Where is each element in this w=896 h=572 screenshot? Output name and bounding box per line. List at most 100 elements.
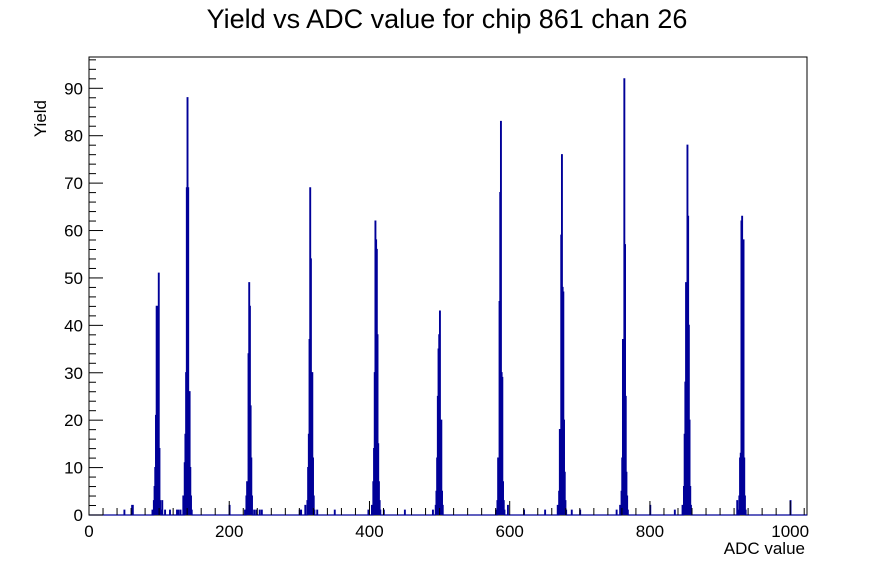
histogram-bin — [157, 306, 158, 515]
histogram-bin — [560, 235, 562, 515]
histogram-bin — [571, 510, 573, 515]
histogram-bin — [435, 505, 437, 515]
histogram-bin — [186, 187, 188, 516]
histogram-bin — [311, 372, 312, 515]
histogram-bin — [562, 292, 564, 515]
histogram-bin — [250, 405, 251, 515]
plot-area: 0 200 400 600 800 1000 0 10 20 30 40 50 60 70 80 90 — [64, 56, 809, 541]
histogram-bin — [562, 287, 563, 515]
histogram-bin — [499, 301, 500, 515]
histogram-bin — [404, 510, 406, 515]
histogram-bin — [740, 453, 742, 515]
histogram-bin — [439, 311, 441, 515]
histogram-bin — [124, 510, 125, 515]
histogram-bin — [497, 458, 499, 515]
histogram-bin — [159, 448, 160, 515]
histogram-bin — [438, 349, 439, 515]
histogram-bin — [623, 78, 625, 515]
histogram-bin — [375, 240, 377, 515]
histogram-bin — [743, 240, 744, 515]
histogram-bin — [503, 500, 505, 515]
histogram-bin — [500, 121, 502, 515]
x-tick-label: 0 — [84, 522, 93, 541]
histogram-bin — [248, 353, 249, 515]
histogram-bin — [188, 434, 190, 515]
x-tick-label: 1000 — [771, 522, 809, 541]
histogram-bin — [160, 510, 162, 515]
histogram-bin — [376, 249, 378, 516]
histogram-bin — [686, 301, 688, 515]
y-tick-label: 50 — [64, 269, 83, 288]
histogram-bin — [246, 496, 247, 515]
histogram-bin — [689, 486, 691, 515]
x-tick-label: 200 — [215, 522, 243, 541]
histogram-bin — [565, 500, 566, 515]
histogram-bin — [674, 510, 676, 515]
x-tick-label: 600 — [496, 522, 524, 541]
histogram-bin — [624, 244, 626, 515]
histogram-bin — [436, 491, 437, 515]
histogram-bin — [308, 434, 310, 515]
histogram-bin — [498, 467, 500, 515]
bars-layer — [124, 78, 791, 516]
histogram-bin — [741, 221, 742, 516]
histogram-bin — [154, 467, 156, 515]
histogram-bin — [559, 429, 561, 515]
histogram-bin — [741, 216, 743, 516]
histogram-bin — [180, 510, 181, 515]
histogram-bin — [250, 458, 252, 515]
histogram-bin — [375, 221, 376, 516]
histogram-bin — [159, 500, 161, 515]
histogram-bin — [745, 510, 746, 515]
histogram-bin — [561, 154, 563, 516]
histogram-bin — [616, 510, 617, 515]
histogram-bin — [379, 500, 380, 515]
histogram-bin — [687, 145, 688, 515]
histogram-bin — [309, 339, 310, 515]
histogram-bin — [169, 510, 171, 515]
histogram-bin — [621, 491, 622, 515]
histogram-bin — [507, 505, 509, 515]
histogram-bin — [742, 325, 744, 515]
histogram-bin — [247, 481, 249, 515]
histogram-bin — [738, 496, 740, 515]
histogram-bin — [441, 491, 443, 515]
x-tick-label: 400 — [355, 522, 383, 541]
histogram-bin — [249, 306, 251, 515]
histogram-bin — [368, 510, 369, 515]
histogram-bin — [436, 458, 438, 515]
histogram-bin — [178, 510, 179, 515]
histogram-bin — [164, 510, 166, 515]
histogram-bin — [185, 434, 186, 515]
histogram-bin — [684, 434, 685, 515]
histogram-bin — [311, 372, 313, 515]
y-tick-label: 30 — [64, 364, 83, 383]
histogram-bin — [154, 486, 155, 515]
y-tick-label: 20 — [64, 411, 83, 430]
histogram-bin — [432, 510, 434, 515]
histogram-bin — [558, 491, 560, 515]
histogram-bin — [187, 97, 188, 516]
histogram-bin — [544, 510, 546, 515]
histogram-bin — [189, 391, 190, 515]
histogram-bin — [158, 273, 160, 515]
histogram-bin — [437, 396, 439, 515]
y-tick-label: 0 — [74, 506, 83, 525]
histogram-bin — [442, 505, 444, 515]
y-axis-ticks: 0 10 20 30 40 50 60 70 80 90 — [64, 59, 103, 525]
histogram-bin — [156, 306, 158, 515]
histogram-bin — [685, 382, 686, 515]
histogram-bin — [251, 496, 253, 515]
y-tick-label: 90 — [64, 79, 83, 98]
histogram-bin — [379, 510, 381, 515]
histogram-bin — [185, 372, 187, 515]
histogram-bin — [244, 510, 246, 515]
histogram-bin — [157, 391, 159, 515]
histogram-bin — [557, 505, 559, 515]
histogram-bin — [499, 192, 501, 515]
histogram-bin — [502, 481, 504, 515]
histogram-bin — [626, 472, 627, 515]
histogram-bin — [560, 453, 561, 515]
histogram-bin — [564, 472, 566, 515]
histogram-bin — [440, 420, 442, 515]
